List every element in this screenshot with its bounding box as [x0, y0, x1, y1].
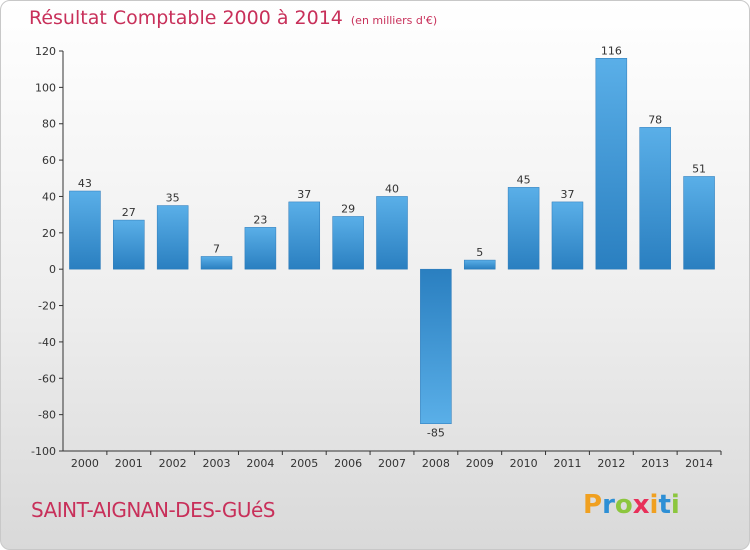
- x-tick-label: 2007: [378, 457, 406, 470]
- proxiti-logo: Proxiti: [583, 490, 680, 520]
- bar: [420, 268, 452, 424]
- bar: [244, 227, 277, 270]
- data-label: 116: [601, 44, 622, 57]
- data-label: 5: [476, 246, 483, 259]
- chart-title-text: Résultat Comptable 2000 à 2014: [29, 7, 343, 29]
- logo-letter: P: [583, 490, 603, 520]
- data-label: 29: [341, 202, 355, 215]
- bar: [288, 201, 321, 270]
- x-tick-label: 2001: [115, 457, 143, 470]
- logo-letter: i: [649, 490, 659, 520]
- bar: [156, 205, 189, 270]
- x-tick-label: 2011: [553, 457, 581, 470]
- x-tick-label: 2009: [466, 457, 494, 470]
- data-label: 35: [166, 192, 180, 205]
- bars: [69, 58, 715, 424]
- x-tick-label: 2010: [510, 457, 538, 470]
- town-name: SAINT-AIGNAN-DES-GUéS: [31, 498, 275, 522]
- bar: [639, 127, 671, 270]
- y-tick-label: -40: [38, 336, 56, 349]
- data-label: 40: [385, 182, 399, 195]
- y-tick-label: 100: [35, 81, 56, 94]
- y-tick-label: 20: [42, 227, 56, 240]
- bar: [463, 259, 496, 270]
- bar: [200, 256, 233, 270]
- chart-title: Résultat Comptable 2000 à 2014 (en millie…: [29, 7, 437, 29]
- bar: [376, 196, 408, 270]
- data-label: 37: [560, 188, 574, 201]
- data-label: 7: [213, 242, 220, 255]
- x-tick-label: 2014: [685, 457, 713, 470]
- data-label: -85: [427, 427, 445, 440]
- x-tick-label: 2004: [246, 457, 274, 470]
- y-tick-label: 80: [42, 118, 56, 131]
- x-tick-label: 2003: [203, 457, 231, 470]
- y-tick-label: -80: [38, 409, 56, 422]
- data-label: 78: [648, 113, 662, 126]
- x-tick-label: 2002: [159, 457, 187, 470]
- data-label: 27: [122, 206, 136, 219]
- bar: [551, 201, 584, 270]
- data-label: 51: [692, 162, 706, 175]
- bar: [69, 190, 101, 270]
- logo-letter: x: [632, 490, 650, 520]
- x-tick-label: 2005: [290, 457, 318, 470]
- chart-subtitle: (en milliers d'€): [350, 14, 438, 27]
- y-tick-label: -100: [31, 445, 56, 458]
- data-label: 45: [517, 173, 531, 186]
- bar: [683, 176, 715, 270]
- data-label: 23: [253, 213, 267, 226]
- x-tick-label: 2013: [641, 457, 669, 470]
- y-tick-label: 60: [42, 154, 56, 167]
- x-tick-label: 2006: [334, 457, 362, 470]
- logo-letter: i: [670, 490, 680, 520]
- data-label: 37: [297, 188, 311, 201]
- logo-letter: t: [658, 490, 671, 520]
- y-tick-label: 0: [49, 263, 56, 276]
- data-labels: 43 27 35 7 23 37 29 40 -85 5 45 37 116 78 51: [78, 44, 706, 439]
- logo-letter: o: [614, 490, 633, 520]
- x-tick-label: 2008: [422, 457, 450, 470]
- axes: 120 100 80 60 40 20 0 -20 -40 -60 -80 -100 2000 2001 2…: [31, 45, 722, 470]
- logo-letter: r: [602, 490, 615, 520]
- bar: [332, 216, 364, 270]
- y-tick-label: 40: [42, 190, 56, 203]
- y-tick-label: -20: [38, 300, 56, 313]
- y-tick-label: 120: [35, 45, 56, 58]
- bar: [595, 58, 628, 270]
- x-tick-label: 2000: [71, 457, 99, 470]
- bar: [113, 219, 145, 270]
- x-tick-label: 2012: [597, 457, 625, 470]
- data-label: 43: [78, 177, 92, 190]
- y-tick-label: -60: [38, 372, 56, 385]
- bar: [507, 187, 540, 270]
